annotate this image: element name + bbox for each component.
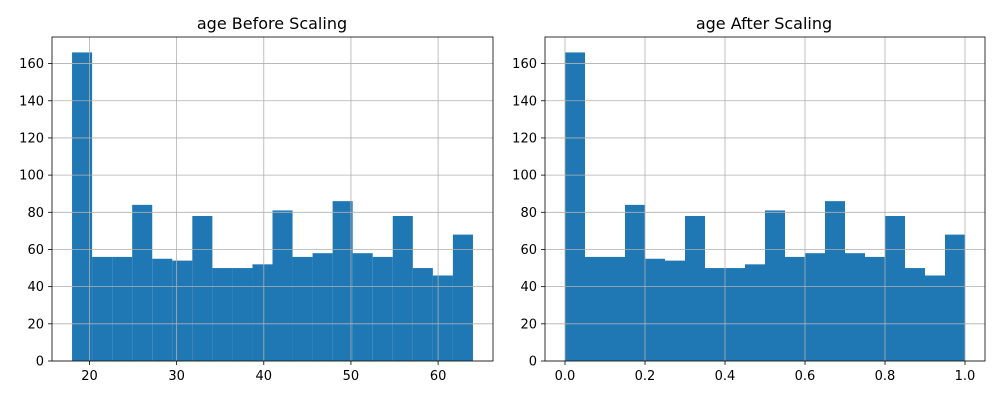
y-tick-label: 140 <box>512 94 537 109</box>
x-axis: 0.0 0.2 0.4 0.6 0.8 1.0 <box>555 361 976 384</box>
y-tick-label: 20 <box>27 317 44 332</box>
histogram-bar <box>865 256 885 361</box>
histogram-bar <box>925 275 945 361</box>
x-tick-label: 20 <box>81 369 98 384</box>
histogram-bar <box>625 204 645 361</box>
histogram-bar <box>192 216 213 361</box>
bars <box>72 52 473 362</box>
histogram-bar <box>412 268 433 361</box>
x-tick-label: 30 <box>168 369 185 384</box>
histogram-bar <box>885 216 905 361</box>
histogram-bar <box>565 52 585 362</box>
histogram-bar <box>785 256 805 361</box>
histogram-bar <box>152 258 173 361</box>
chart-title: age After Scaling <box>696 14 832 33</box>
histogram-bar <box>432 275 453 361</box>
x-tick-label: 1.0 <box>955 369 976 384</box>
histogram-bar <box>392 216 413 361</box>
histogram-bar <box>645 258 665 361</box>
histogram-bar <box>92 256 113 361</box>
y-tick-label: 40 <box>27 280 44 295</box>
histogram-bar <box>352 253 373 361</box>
histogram-bar <box>292 256 313 361</box>
y-tick-label: 80 <box>27 206 44 221</box>
histogram-bar <box>905 268 925 361</box>
y-tick-label: 60 <box>520 243 537 258</box>
grid <box>52 37 493 362</box>
chart-right: age After Scaling 0.0 0.2 0.4 0.6 0.8 1.0 0 20 4… <box>512 14 986 384</box>
histogram-bar <box>745 264 765 361</box>
y-axis: 0 20 40 60 80 100 120 140 160 <box>512 57 545 370</box>
histogram-bar <box>172 260 193 361</box>
y-tick-label: 100 <box>19 169 44 184</box>
x-tick-label: 50 <box>343 369 360 384</box>
histogram-bar <box>272 210 293 361</box>
y-tick-label: 160 <box>512 57 537 72</box>
histogram-bar <box>232 268 253 361</box>
x-tick-label: 40 <box>256 369 273 384</box>
histogram-bar <box>332 201 353 361</box>
histogram-bar <box>252 264 273 361</box>
histogram-bar <box>825 201 845 361</box>
y-tick-label: 0 <box>529 355 537 370</box>
y-tick-label: 0 <box>36 355 44 370</box>
y-tick-label: 140 <box>19 94 44 109</box>
histogram-bar <box>112 256 133 361</box>
x-tick-label: 0.2 <box>635 369 656 384</box>
histogram-bar <box>212 268 233 361</box>
histogram-bar <box>312 253 333 361</box>
histogram-bar <box>665 260 685 361</box>
histogram-bar <box>452 234 473 361</box>
histogram-bar <box>725 268 745 361</box>
bars <box>565 52 965 362</box>
histogram-bar <box>765 210 785 361</box>
y-tick-label: 160 <box>19 57 44 72</box>
y-axis: 0 20 40 60 80 100 120 140 160 <box>19 57 52 370</box>
y-tick-label: 20 <box>520 317 537 332</box>
plot-frame <box>51 36 494 362</box>
histogram-bar <box>685 216 705 361</box>
x-tick-label: 0.4 <box>715 369 736 384</box>
histogram-bar <box>945 234 965 361</box>
x-tick-label: 60 <box>430 369 447 384</box>
chart-title: age Before Scaling <box>197 14 347 33</box>
histogram-bar <box>805 253 825 361</box>
chart-left: age Before Scaling 20 30 40 50 60 0 20 40 60 80 10… <box>19 14 494 384</box>
histogram-bar <box>705 268 725 361</box>
histogram-bar <box>372 256 393 361</box>
y-tick-label: 120 <box>19 131 44 146</box>
histogram-bar <box>72 52 93 362</box>
y-tick-label: 100 <box>512 169 537 184</box>
x-tick-label: 0.0 <box>555 369 576 384</box>
y-tick-label: 40 <box>520 280 537 295</box>
histogram-bar <box>605 256 625 361</box>
y-tick-label: 120 <box>512 131 537 146</box>
x-tick-label: 0.8 <box>875 369 896 384</box>
plot-frame <box>544 36 986 362</box>
x-tick-label: 0.6 <box>795 369 816 384</box>
y-tick-label: 60 <box>27 243 44 258</box>
histogram-bar <box>585 256 605 361</box>
y-tick-label: 80 <box>520 206 537 221</box>
x-axis: 20 30 40 50 60 <box>81 361 446 384</box>
histogram-bar <box>845 253 865 361</box>
histogram-bar <box>132 204 153 361</box>
